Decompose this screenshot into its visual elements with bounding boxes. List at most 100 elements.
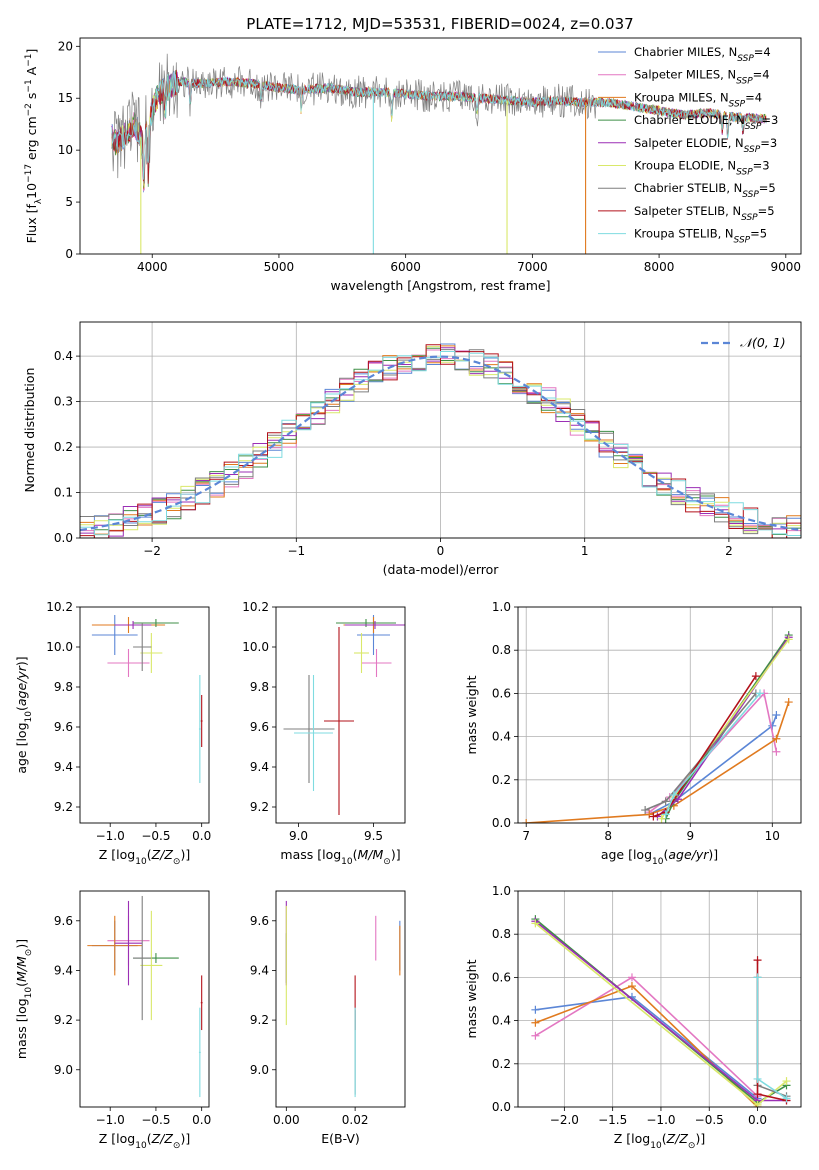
chart-residuals: −2 −1 0 1 2 0.0 0.1 0.2 0.3 0.4 (data-model)/error… [22, 321, 802, 577]
x-tick-label: −1.5 [598, 1113, 627, 1127]
y-tick-label: 9.2 [250, 1013, 269, 1027]
legend-entry: Chabrier STELIB, NSSP=5 [634, 181, 776, 200]
label-segment: )] [708, 847, 718, 862]
errorbar-kroupa-elodie [354, 633, 369, 673]
label-segment: Kroupa ELODIE, N [634, 159, 736, 173]
weight-series-chabrier-miles [531, 992, 762, 1103]
x-tick-label: 7 [522, 829, 530, 843]
label-segment: Salpeter ELODIE, N [634, 136, 744, 150]
figure-title: PLATE=1712, MJD=53531, FIBERID=0024, z=0… [246, 15, 633, 33]
weight-line [535, 985, 759, 1107]
legend-entry: Kroupa MILES, NSSP=4 [634, 90, 762, 109]
x-axis-label: age [log10(age/yr)] [601, 847, 718, 867]
label-segment: )] [14, 939, 29, 949]
x-tick-label: 0.0 [192, 1113, 211, 1127]
label-segment: mass [log [280, 847, 341, 862]
weight-marker [531, 1018, 540, 1027]
errorbar-kroupa-elodie [140, 633, 163, 673]
y-tick-label: 9.4 [54, 760, 73, 774]
legend-entry: Kroupa STELIB, NSSP=5 [634, 227, 767, 246]
weight-marker [753, 956, 762, 965]
x-tick-label: −2.0 [550, 1113, 579, 1127]
label-segment: Chabrier ELODIE, N [634, 113, 745, 127]
y-tick-label: 9.4 [250, 963, 269, 977]
label-segment: ⊙ [383, 857, 391, 867]
y-tick-label: 9.2 [54, 800, 73, 814]
y-tick-label: 9.2 [54, 1013, 73, 1027]
weight-series-salpeter-miles [531, 973, 762, 1101]
axes-frame [79, 37, 802, 255]
y-tick-label: 5 [65, 195, 73, 209]
errorbars [285, 900, 401, 1098]
label-segment: A [24, 66, 39, 79]
x-tick-label: −0.5 [141, 1113, 170, 1127]
x-axis-label: E(B-V) [321, 1131, 360, 1146]
weight-series-chabrier-stelib [641, 689, 760, 815]
chart-z-age: −1.0 −0.5 0.09.29.49.69.810.010.2Z [log10(… [14, 600, 211, 867]
y-tick-label: 10.2 [242, 600, 269, 614]
chart-spectrum: 4000 5000 6000 7000 8000 9000 0 5 10 15 20 waveleng… [24, 37, 802, 293]
x-tick-label: −1.0 [96, 1113, 125, 1127]
label-segment: ( [353, 847, 358, 862]
label-segment: 10 [24, 711, 34, 723]
errorbar-kroupa-stelib [198, 1007, 201, 1098]
x-tick-label: −1 [287, 544, 305, 558]
weight-marker [772, 747, 781, 756]
label-segment: Chabrier MILES, N [634, 45, 737, 59]
x-tick-label: 2 [725, 544, 733, 558]
label-segment: SSP [745, 122, 762, 132]
legend-entry: Kroupa ELODIE, NSSP=3 [634, 159, 770, 178]
label-segment: −2 [24, 103, 34, 116]
axes-frame [517, 606, 802, 824]
label-segment: age/yr [14, 665, 29, 706]
weight-series-kroupa-miles [531, 982, 762, 1107]
legend-entry: 𝒩(0, 1) [740, 335, 786, 350]
label-segment: ( [662, 1131, 667, 1146]
errorbar-salpeter-stelib [200, 695, 203, 747]
weight-marker [782, 1094, 791, 1103]
spectrum-line-kroupa-stelib [111, 72, 767, 180]
y-tick-label: 9.2 [250, 800, 269, 814]
y-tick-label: 0.8 [492, 927, 511, 941]
label-segment: =4 [754, 45, 771, 59]
x-tick-label: 0.02 [342, 1113, 369, 1127]
y-tick-label: 0.1 [54, 486, 73, 500]
x-tick-label: −0.5 [141, 829, 170, 843]
weight-marker [753, 1100, 762, 1107]
y-tick-label: 0.6 [492, 970, 511, 984]
weight-marker [753, 1074, 762, 1083]
y-tick-label: 9.8 [54, 680, 73, 694]
errorbar-salpeter-elodie [114, 621, 152, 629]
axes-frame [79, 606, 210, 824]
errorbar-chabrier-stelib [133, 623, 152, 671]
y-axis-label: mass [log10(M/M⊙)] [14, 939, 34, 1059]
label-segment: SSP [737, 54, 754, 64]
weight-series-kroupa-stelib [753, 973, 791, 1103]
x-tick-label: 9000 [771, 260, 802, 274]
legend-entry: Chabrier MILES, NSSP=4 [634, 45, 771, 64]
weight-marker [753, 1090, 762, 1099]
y-tick-label: 0.0 [492, 1100, 511, 1114]
spectrum-line-chabrier-miles [111, 70, 767, 193]
y-tick-label: 0.2 [492, 773, 511, 787]
chart-z-weight: −2.0 −1.5 −1.0 −0.5 0.0 0.0 0.2 0.4 0.6 0.8 1.0 Z [… [464, 884, 802, 1151]
errorbar-salpeter-elodie [114, 900, 143, 986]
weight-marker [531, 1031, 540, 1040]
label-segment: Salpeter MILES, N [634, 68, 736, 82]
y-tick-label: 9.0 [54, 1063, 73, 1077]
errorbar-chabrier-stelib [133, 895, 152, 1021]
label-segment: =4 [753, 68, 770, 82]
y-tick-label: 10 [58, 143, 73, 157]
x-tick-label: 9.5 [364, 829, 383, 843]
weight-marker [782, 1077, 791, 1086]
weight-line [648, 691, 778, 813]
y-tick-label: 9.6 [250, 720, 269, 734]
legend-entry: Chabrier ELODIE, NSSP=3 [634, 113, 778, 132]
weight-marker [661, 797, 670, 806]
weight-series-kroupa-elodie [531, 919, 791, 1107]
label-segment: SSP [744, 145, 761, 155]
x-tick-label: 0.0 [748, 1113, 767, 1127]
label-segment: SSP [729, 99, 746, 109]
label-segment: ⊙ [688, 1141, 696, 1151]
